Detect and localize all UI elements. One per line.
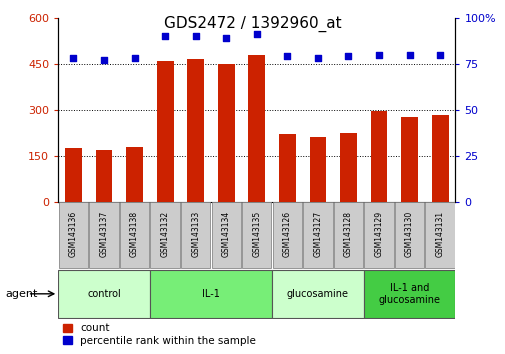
Text: GSM143128: GSM143128 [343,211,352,257]
FancyBboxPatch shape [242,202,271,268]
Legend: count, percentile rank within the sample: count, percentile rank within the sample [63,324,256,346]
Text: GDS2472 / 1392960_at: GDS2472 / 1392960_at [164,16,341,32]
Text: GSM143132: GSM143132 [160,211,169,257]
FancyBboxPatch shape [120,202,149,268]
Bar [187,59,204,202]
Text: GSM143138: GSM143138 [130,211,139,257]
FancyBboxPatch shape [150,202,179,268]
Text: control: control [87,289,121,299]
Bar [248,55,265,202]
Point [69,55,77,61]
Point [161,33,169,39]
FancyBboxPatch shape [364,202,393,268]
FancyBboxPatch shape [59,202,88,268]
Text: IL-1: IL-1 [201,289,220,299]
Text: GSM143126: GSM143126 [282,211,291,257]
Text: GSM143131: GSM143131 [435,211,444,257]
Point [130,55,138,61]
Point [374,52,382,57]
Bar [95,150,112,202]
Text: GSM143134: GSM143134 [221,211,230,257]
FancyBboxPatch shape [425,202,454,268]
Point [313,55,321,61]
Point [191,33,199,39]
Bar [400,118,417,202]
Point [252,32,261,37]
Bar [218,64,234,202]
Text: GSM143136: GSM143136 [69,211,78,257]
Text: agent: agent [5,289,37,299]
FancyBboxPatch shape [394,202,423,268]
FancyBboxPatch shape [302,202,332,268]
Text: glucosamine: glucosamine [286,289,348,299]
Point [222,35,230,41]
FancyBboxPatch shape [211,202,240,268]
Bar [339,133,356,202]
FancyBboxPatch shape [58,270,149,318]
Text: GSM143129: GSM143129 [374,211,383,257]
Bar [309,137,326,202]
FancyBboxPatch shape [363,270,454,318]
Text: GSM143135: GSM143135 [252,211,261,257]
Bar [278,134,295,202]
Bar [126,147,143,202]
FancyBboxPatch shape [333,202,363,268]
Bar [431,115,447,202]
Text: IL-1 and
glucosamine: IL-1 and glucosamine [378,283,440,305]
Bar [65,148,82,202]
Bar [370,111,387,202]
Point [344,53,352,59]
Point [100,57,108,63]
Text: GSM143127: GSM143127 [313,211,322,257]
FancyBboxPatch shape [272,202,301,268]
FancyBboxPatch shape [181,202,210,268]
Point [405,52,413,57]
FancyBboxPatch shape [272,270,363,318]
Point [435,52,443,57]
Text: GSM143137: GSM143137 [99,211,108,257]
FancyBboxPatch shape [149,270,272,318]
Text: GSM143130: GSM143130 [405,211,413,257]
Text: GSM143133: GSM143133 [191,211,200,257]
FancyBboxPatch shape [89,202,119,268]
Point [283,53,291,59]
Bar [157,61,173,202]
